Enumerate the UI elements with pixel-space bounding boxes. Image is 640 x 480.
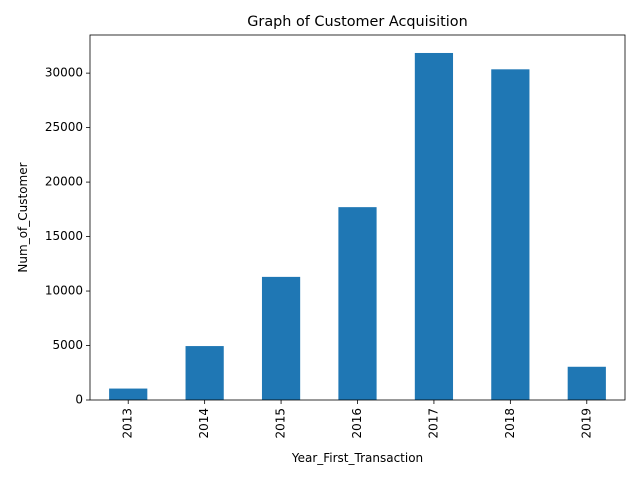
bars-group xyxy=(109,52,606,400)
x-axis-label: Year_First_Transaction xyxy=(291,451,423,465)
bar-2019 xyxy=(567,366,606,400)
bar-2016 xyxy=(338,207,377,400)
x-tick-label: 2019 xyxy=(579,408,593,439)
plot-area-frame xyxy=(89,34,626,401)
y-tick-label: 10000 xyxy=(45,284,83,298)
x-tick-label: 2017 xyxy=(426,408,440,439)
x-tick-label: 2016 xyxy=(350,408,364,439)
x-axis-ticks: 2013 2014 2015 2016 2017 2018 2019 xyxy=(121,400,593,439)
bar-2015 xyxy=(261,276,301,400)
x-tick-label: 2013 xyxy=(121,408,135,439)
bar-2014 xyxy=(185,346,224,400)
x-tick-label: 2015 xyxy=(274,408,288,439)
bar-2017 xyxy=(414,52,454,400)
y-tick-label: 25000 xyxy=(45,120,83,134)
bar-2013 xyxy=(109,388,148,400)
y-axis-label: Num_of_Customer xyxy=(16,162,30,272)
x-tick-label: 2014 xyxy=(197,408,211,439)
chart-title: Graph of Customer Acquisition xyxy=(247,14,467,30)
y-tick-label: 20000 xyxy=(45,175,83,189)
y-tick-label: 30000 xyxy=(45,66,83,80)
bar-2018 xyxy=(491,69,530,400)
x-tick-label: 2018 xyxy=(503,408,517,439)
y-axis-ticks: 0 5000 10000 15000 20000 25000 30000 xyxy=(45,66,90,407)
y-tick-label: 5000 xyxy=(52,338,83,352)
y-tick-label: 15000 xyxy=(45,229,83,243)
y-tick-label: 0 xyxy=(75,393,83,407)
